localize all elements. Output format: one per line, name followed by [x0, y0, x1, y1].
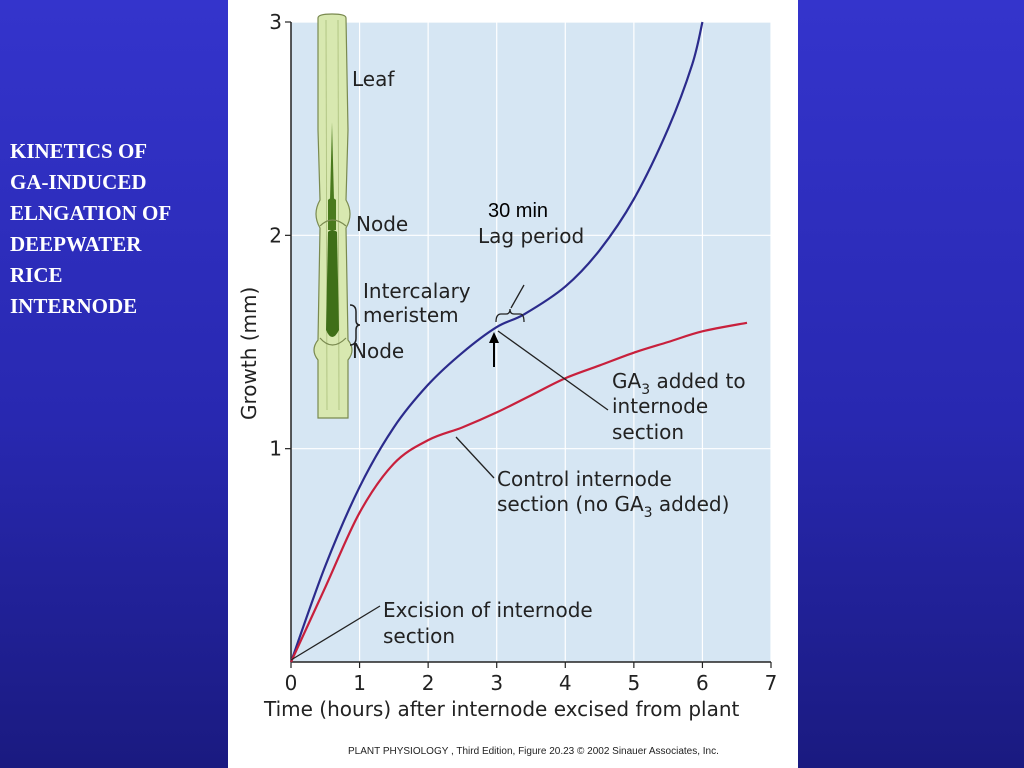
x-tick-label: 6	[696, 671, 709, 695]
node-lower-mark	[319, 337, 347, 346]
ga3-label-line1: GA3 added to	[612, 369, 746, 398]
y-tick-label: 3	[269, 10, 282, 34]
inner-leaf-tip	[330, 122, 334, 200]
control-label-line2: section (no GA3 added)	[497, 492, 729, 521]
node-lower-label: Node	[352, 339, 404, 363]
title-line: KINETICS OF	[10, 139, 148, 163]
series-layer	[289, 21, 748, 663]
stem-vein	[325, 19, 328, 411]
meristem-region	[326, 230, 339, 337]
node-upper-mark	[319, 219, 347, 227]
x-tick-label: 3	[490, 671, 503, 695]
meristem-brace	[349, 304, 361, 346]
excision-leader	[290, 605, 381, 661]
x-tick-label: 5	[627, 671, 640, 695]
figure-credit: PLANT PHYSIOLOGY , Third Edition, Figure…	[348, 746, 719, 757]
growth-chart: 0 1 2 3 4 5 6 7 1 2 3 Leaf Node Intercalary merist…	[237, 10, 777, 757]
ga3-leader	[497, 330, 609, 411]
x-tick-label: 1	[353, 671, 366, 695]
lag-minutes-label: 30 min	[488, 200, 548, 222]
title-line: GA-INDUCED	[10, 170, 147, 194]
ga3-arrowhead	[489, 332, 499, 343]
title-line: ELNGATION OF	[10, 201, 172, 225]
control-label-line1: Control internode	[497, 467, 672, 491]
ga3-label-line2: internode	[612, 394, 708, 418]
title-line: RICE	[10, 263, 63, 287]
plot-area	[291, 22, 771, 662]
slide-title: KINETICS OF GA-INDUCED ELNGATION OF DEEP…	[10, 136, 220, 322]
stem-vein	[337, 19, 340, 411]
inner-leaf	[328, 198, 336, 230]
x-tick-label: 2	[422, 671, 435, 695]
ga3-series-line	[289, 21, 704, 663]
title-line: DEEPWATER	[10, 232, 142, 256]
y-tick-label: 2	[269, 223, 282, 247]
x-tick-label: 7	[765, 671, 778, 695]
control-leader	[455, 436, 495, 479]
meristem-label-line1: Intercalary	[363, 279, 471, 303]
title-line: INTERNODE	[10, 294, 138, 318]
y-tick-label: 1	[269, 437, 282, 461]
node-upper-label: Node	[356, 212, 408, 236]
figure-panel: 0 1 2 3 4 5 6 7 1 2 3 Leaf Node Intercalary merist…	[228, 0, 798, 768]
leaf-label: Leaf	[352, 67, 395, 91]
lag-brace	[495, 308, 525, 323]
x-tick-label: 0	[285, 671, 298, 695]
ga3-label-line3: section	[612, 420, 684, 444]
lag-period-label: Lag period	[478, 224, 584, 248]
axes: 0 1 2 3 4 5 6 7 1 2 3	[269, 10, 777, 695]
excision-label-line1: Excision of internode	[383, 598, 593, 622]
y-axis-label: Growth (mm)	[237, 287, 261, 420]
stem-illustration	[313, 13, 361, 419]
x-axis-label: Time (hours) after internode excised fro…	[263, 697, 740, 721]
x-tick-label: 4	[559, 671, 572, 695]
meristem-label-line2: meristem	[363, 303, 459, 327]
control-series-line	[290, 321, 748, 663]
excision-label-line2: section	[383, 624, 455, 648]
lag-leader	[510, 284, 525, 309]
